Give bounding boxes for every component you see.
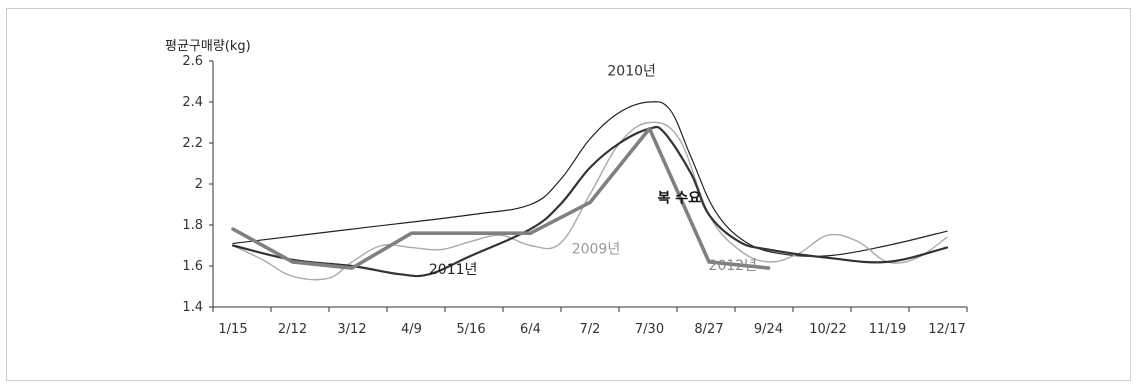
- y-tick-label: 2: [195, 177, 203, 192]
- y-tick-label: 1.8: [182, 218, 203, 233]
- x-tick-label: 12/17: [928, 322, 965, 337]
- x-tick-label: 6/4: [520, 322, 541, 337]
- x-tick-label: 10/22: [809, 322, 846, 337]
- x-tick-label: 8/27: [694, 322, 723, 337]
- x-tick-label: 11/19: [869, 322, 906, 337]
- annotation-label-3: 2012년: [709, 258, 758, 274]
- x-tick-label: 9/24: [754, 322, 783, 337]
- x-tick-label: 3/12: [337, 322, 366, 337]
- series-line-2: [231, 125, 949, 278]
- y-tick-label: 2.4: [182, 95, 203, 110]
- x-tick-label: 1/15: [218, 322, 247, 337]
- series-layer: [231, 101, 949, 281]
- x-tick-label: 2/12: [278, 322, 307, 337]
- annotation-label-4: 복 수요: [657, 190, 701, 206]
- annotation-label-0: 2010년: [607, 63, 656, 79]
- annotation-label-2: 2011년: [429, 262, 478, 278]
- y-tick-label: 1.4: [182, 300, 203, 315]
- x-tick-label: 7/2: [580, 322, 601, 337]
- y-axis-label: 평균구매량(kg): [165, 39, 251, 54]
- y-tick-label: 1.6: [182, 259, 203, 274]
- y-tick-label: 2.6: [182, 54, 203, 69]
- x-tick-label: 5/16: [456, 322, 485, 337]
- series-line-1: [232, 121, 948, 281]
- axes: 1.4 1.6 1.8 2 2.2 2.4 2.6 1/15 2/12 3/12 4/9 5/16 6/…: [182, 54, 968, 337]
- x-tick-label: 4/9: [401, 322, 422, 337]
- x-tick-label: 7/30: [635, 322, 664, 337]
- annotation-label-1: 2009년: [572, 242, 621, 258]
- series-line-3: [231, 126, 771, 270]
- series-line-0: [232, 101, 948, 258]
- annotations: 2010년 2009년 2011년 2012년 복 수요: [429, 63, 757, 278]
- y-tick-label: 2.2: [182, 136, 203, 151]
